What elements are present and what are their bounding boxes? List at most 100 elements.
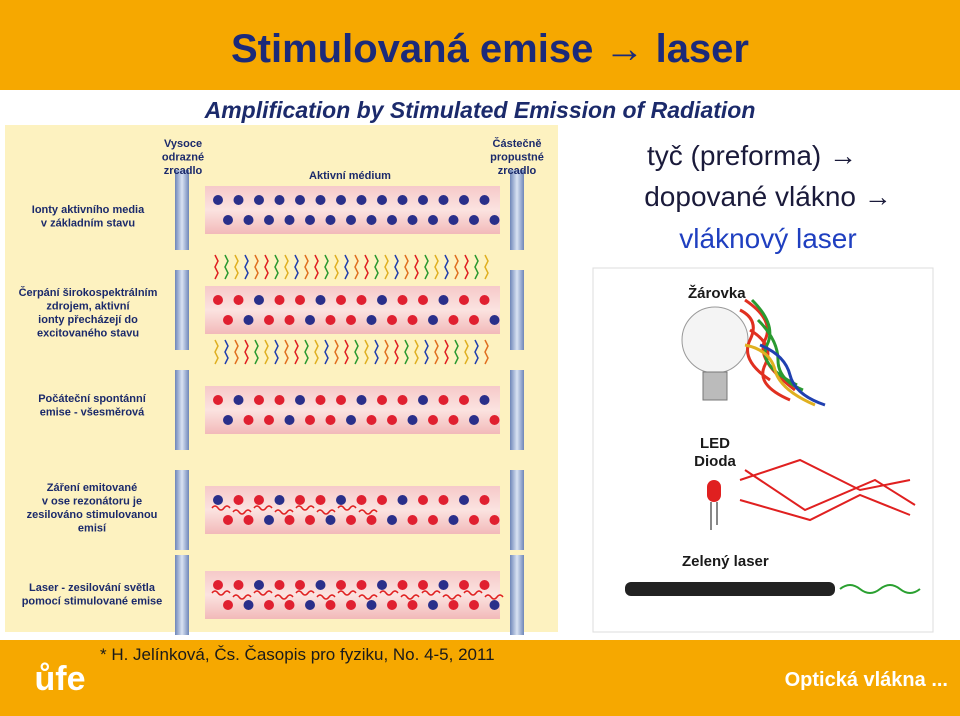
ion (356, 195, 367, 205)
ion (459, 295, 469, 305)
photon (358, 594, 378, 600)
ion (479, 395, 490, 405)
pump-wave (344, 339, 349, 365)
ion (325, 515, 336, 525)
ion (295, 580, 305, 590)
ion (397, 495, 408, 505)
ion (243, 600, 254, 610)
label-line: propustné (490, 152, 544, 164)
ion (254, 295, 264, 305)
ion (407, 415, 418, 425)
ion (233, 580, 244, 590)
pump-wave (304, 339, 309, 365)
pump-wave (474, 254, 479, 280)
ion (418, 295, 428, 305)
ion (448, 515, 459, 525)
ion (223, 215, 233, 225)
ion (274, 195, 285, 205)
ion (213, 580, 223, 590)
rod (205, 186, 500, 234)
ion (254, 395, 264, 405)
ion (243, 315, 254, 325)
pump-wave (384, 339, 389, 365)
ion (213, 295, 223, 305)
pump-wave (404, 339, 409, 365)
ion (407, 215, 418, 225)
ion (233, 295, 244, 305)
ion (305, 515, 315, 525)
photon (232, 594, 252, 600)
ion (418, 395, 428, 405)
pump-wave (354, 339, 359, 365)
ion (284, 600, 295, 610)
ion (295, 495, 305, 505)
ion (448, 600, 459, 610)
ion (489, 315, 500, 325)
pump-wave (274, 254, 279, 280)
ion (459, 495, 469, 505)
ion (213, 395, 223, 405)
pump-wave (404, 254, 409, 280)
photon (463, 590, 483, 596)
ion (469, 215, 479, 225)
ion (407, 600, 418, 610)
ion (284, 515, 295, 525)
ion (377, 580, 387, 590)
rods (175, 170, 524, 635)
ion (387, 515, 397, 525)
photon (337, 505, 357, 511)
ion (459, 580, 469, 590)
pump-wave (344, 254, 349, 280)
label-line: Vysoce (164, 138, 202, 150)
ion (356, 295, 367, 305)
ion (223, 600, 233, 610)
pump-wave (294, 254, 299, 280)
label-line: Počáteční spontánní (38, 393, 147, 405)
ion (489, 415, 500, 425)
pump-wave (324, 254, 329, 280)
label-line: emise - všesměrová (40, 407, 145, 419)
ion (428, 600, 438, 610)
ion (274, 295, 285, 305)
pump-wave (464, 254, 469, 280)
ion (325, 415, 336, 425)
ion (366, 515, 377, 525)
pump-wave (484, 339, 489, 365)
logo: ůfe (35, 660, 86, 698)
ion (264, 315, 274, 325)
photon (211, 505, 231, 511)
ion (295, 395, 305, 405)
ion (407, 515, 418, 525)
ion (213, 495, 223, 505)
ion (315, 295, 326, 305)
side-text: vláknový laser (679, 223, 856, 254)
label-line: Záření emitované (47, 482, 137, 494)
pump-wave (334, 254, 339, 280)
pump-wave (414, 339, 419, 365)
ion (284, 315, 295, 325)
photon (484, 594, 504, 600)
ion (377, 395, 387, 405)
ion (305, 415, 315, 425)
photon (253, 505, 273, 511)
ion (213, 195, 223, 205)
pump-wave (284, 254, 289, 280)
citation: * H. Jelínková, Čs. Časopis pro fyziku, … (100, 645, 495, 664)
label-line: pomocí stimulované emise (22, 596, 163, 608)
ion (479, 495, 490, 505)
pump-wave (224, 254, 229, 280)
photon (442, 594, 462, 600)
mirror (175, 470, 189, 550)
ion (428, 515, 438, 525)
label-line: Částečně (493, 137, 542, 150)
ion (418, 195, 428, 205)
pump-wave (384, 254, 389, 280)
header-band (0, 0, 960, 90)
photon (295, 590, 315, 596)
ion (223, 315, 233, 325)
rod (205, 571, 500, 619)
ion (469, 600, 479, 610)
ion (305, 215, 315, 225)
ion (315, 495, 326, 505)
